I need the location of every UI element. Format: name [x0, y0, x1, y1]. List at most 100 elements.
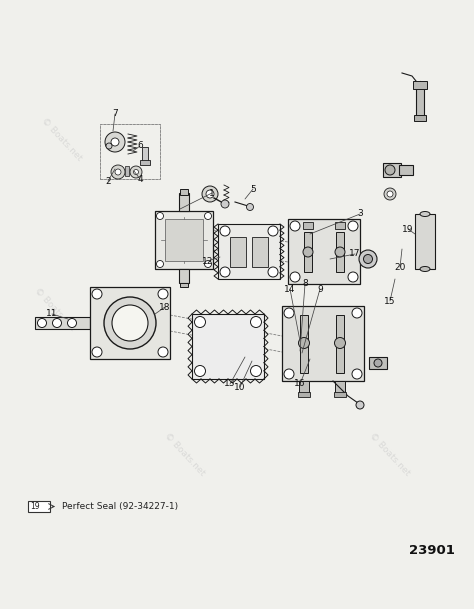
Bar: [142, 147, 148, 161]
Circle shape: [221, 200, 229, 208]
Text: 11: 11: [46, 309, 58, 319]
Circle shape: [250, 365, 262, 376]
Polygon shape: [35, 317, 90, 329]
Circle shape: [220, 267, 230, 277]
Text: 10: 10: [234, 382, 246, 392]
Circle shape: [348, 272, 358, 282]
Bar: [28, 501, 50, 512]
Circle shape: [158, 347, 168, 357]
Ellipse shape: [420, 211, 430, 217]
Circle shape: [104, 297, 156, 349]
Text: 5: 5: [250, 185, 256, 194]
Circle shape: [115, 169, 121, 175]
Text: 8: 8: [302, 280, 308, 289]
Circle shape: [364, 255, 373, 264]
Text: 20: 20: [394, 262, 406, 272]
Bar: [192, 314, 264, 379]
Text: 15: 15: [384, 297, 396, 306]
Text: 19: 19: [30, 502, 40, 511]
Bar: [336, 232, 344, 272]
Circle shape: [387, 191, 393, 197]
Text: © Boats.net: © Boats.net: [163, 431, 207, 477]
Text: 2: 2: [105, 177, 111, 186]
Bar: [414, 115, 426, 121]
Circle shape: [385, 165, 395, 175]
Bar: [218, 224, 280, 279]
Bar: [383, 163, 401, 177]
Text: 18: 18: [159, 303, 171, 311]
Bar: [180, 283, 188, 287]
Bar: [300, 315, 308, 373]
Circle shape: [106, 143, 112, 149]
Text: © Boats.net: © Boats.net: [288, 326, 332, 372]
Text: Perfect Seal (92-34227-1): Perfect Seal (92-34227-1): [62, 502, 178, 511]
Bar: [336, 315, 344, 373]
Text: © Boats.net: © Boats.net: [33, 286, 77, 333]
Bar: [140, 160, 150, 165]
Circle shape: [204, 213, 211, 219]
Bar: [282, 306, 364, 381]
Circle shape: [352, 369, 362, 379]
Text: 16: 16: [294, 379, 306, 389]
Circle shape: [246, 203, 254, 211]
Bar: [399, 165, 413, 175]
Circle shape: [67, 319, 76, 328]
Text: © Boats.net: © Boats.net: [173, 211, 217, 257]
Circle shape: [112, 305, 148, 341]
Circle shape: [158, 289, 168, 299]
Circle shape: [37, 319, 46, 328]
Circle shape: [268, 267, 278, 277]
Circle shape: [352, 308, 362, 318]
Text: 19: 19: [402, 225, 414, 233]
Bar: [303, 222, 313, 229]
Bar: [415, 214, 435, 269]
Bar: [100, 124, 160, 179]
Circle shape: [284, 369, 294, 379]
Circle shape: [348, 221, 358, 231]
Circle shape: [299, 337, 310, 348]
Bar: [252, 237, 268, 267]
Circle shape: [359, 250, 377, 268]
Text: 17: 17: [349, 250, 361, 258]
Circle shape: [202, 186, 218, 202]
Circle shape: [105, 132, 125, 152]
Circle shape: [250, 317, 262, 328]
Circle shape: [111, 165, 125, 179]
Ellipse shape: [420, 267, 430, 272]
Text: 1: 1: [209, 189, 215, 197]
Circle shape: [303, 247, 313, 257]
Bar: [416, 86, 424, 116]
Text: 9: 9: [317, 284, 323, 294]
Circle shape: [194, 365, 206, 376]
Circle shape: [92, 347, 102, 357]
Bar: [100, 124, 160, 179]
Circle shape: [356, 401, 364, 409]
Circle shape: [156, 213, 164, 219]
Bar: [180, 189, 188, 195]
Bar: [335, 222, 345, 229]
Bar: [90, 287, 170, 359]
Text: 6: 6: [137, 141, 143, 150]
Text: 23901: 23901: [409, 544, 455, 557]
Circle shape: [92, 289, 102, 299]
Circle shape: [335, 247, 345, 257]
Bar: [304, 232, 312, 272]
Text: 7: 7: [112, 110, 118, 119]
Bar: [413, 81, 427, 89]
Bar: [334, 392, 346, 397]
Circle shape: [206, 190, 214, 198]
Text: 14: 14: [284, 284, 296, 294]
Circle shape: [268, 226, 278, 236]
Circle shape: [194, 317, 206, 328]
Text: © Boats.net: © Boats.net: [40, 116, 84, 162]
Bar: [165, 219, 203, 261]
Circle shape: [130, 166, 142, 178]
Circle shape: [53, 319, 62, 328]
Circle shape: [335, 337, 346, 348]
Bar: [299, 381, 309, 393]
Text: © Boats.net: © Boats.net: [368, 431, 412, 477]
Circle shape: [374, 359, 382, 367]
Text: 13: 13: [224, 379, 236, 389]
Circle shape: [134, 169, 138, 175]
Circle shape: [204, 261, 211, 267]
